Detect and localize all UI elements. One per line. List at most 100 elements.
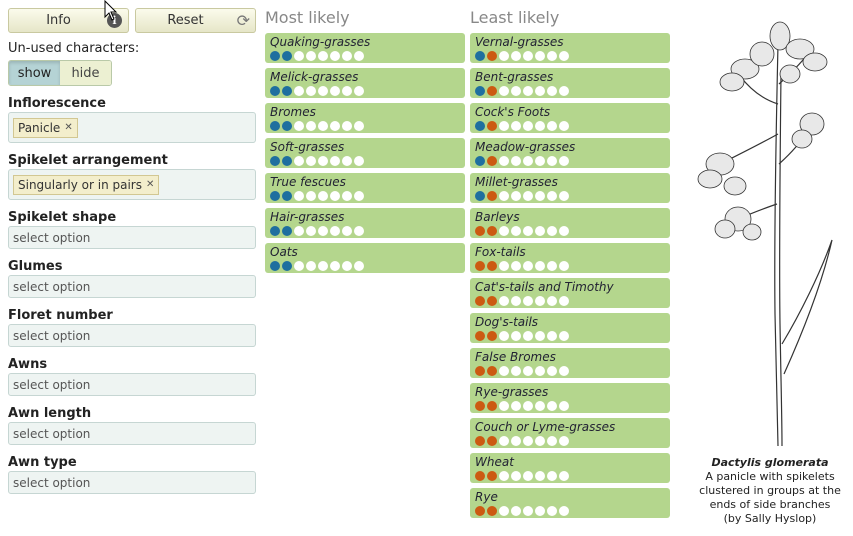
top-buttons: Info i Reset ⟳ [8, 8, 256, 33]
show-button[interactable]: show [9, 61, 60, 85]
match-dot [499, 191, 509, 201]
match-dot [354, 86, 364, 96]
match-dot [330, 86, 340, 96]
most-likely-column: Most likely Quaking-grasses Melick-grasse… [265, 8, 465, 278]
reset-button[interactable]: Reset ⟳ [135, 8, 256, 33]
result-item[interactable]: Bent-grasses [470, 68, 670, 98]
match-dot [535, 506, 545, 516]
match-dot [535, 191, 545, 201]
result-item-name: Barleys [475, 210, 520, 224]
result-item[interactable]: Wheat [470, 453, 670, 483]
hide-button[interactable]: hide [60, 61, 111, 85]
match-dot [559, 506, 569, 516]
match-dot [487, 296, 497, 306]
match-dot [559, 471, 569, 481]
result-item[interactable]: Bromes [265, 103, 465, 133]
select-placeholder: select option [13, 230, 91, 245]
result-item[interactable]: Fox-tails [470, 243, 670, 273]
match-dot [535, 366, 545, 376]
match-dot [535, 226, 545, 236]
match-dot [475, 121, 485, 131]
result-item[interactable]: Quaking-grasses [265, 33, 465, 63]
match-dot [282, 261, 292, 271]
match-dot [282, 156, 292, 166]
match-dot [499, 226, 509, 236]
match-dot [330, 51, 340, 61]
match-dot [547, 121, 557, 131]
match-dot [318, 121, 328, 131]
match-dot [475, 261, 485, 271]
result-item[interactable]: Rye-grasses [470, 383, 670, 413]
select-placeholder: select option [13, 328, 91, 343]
result-item[interactable]: Couch or Lyme-grasses [470, 418, 670, 448]
result-item[interactable]: Soft-grasses [265, 138, 465, 168]
match-dot [270, 86, 280, 96]
floret-number-select[interactable]: select option [8, 324, 256, 347]
result-item[interactable]: Barleys [470, 208, 670, 238]
match-dot [547, 191, 557, 201]
match-dot [499, 296, 509, 306]
match-dot [306, 191, 316, 201]
result-item[interactable]: Meadow-grasses [470, 138, 670, 168]
match-dots [270, 226, 460, 236]
result-item[interactable]: True fescues [265, 173, 465, 203]
match-dot [511, 86, 521, 96]
result-item-name: Rye [475, 490, 498, 504]
result-item[interactable]: Vernal-grasses [470, 33, 670, 63]
match-dot [330, 191, 340, 201]
result-item[interactable]: Cock's Foots [470, 103, 670, 133]
caption-line: A panicle with spikelets [705, 470, 835, 483]
species-name: Dactylis glomerata [711, 456, 829, 469]
spikelet-arrangement-label: Spikelet arrangement [8, 153, 168, 168]
result-item[interactable]: Cat's-tails and Timothy [470, 278, 670, 308]
match-dot [523, 156, 533, 166]
match-dot [342, 86, 352, 96]
result-item[interactable]: Dog's-tails [470, 313, 670, 343]
remove-chip-icon[interactable]: ✕ [64, 122, 73, 133]
match-dots [475, 296, 665, 306]
awns-select[interactable]: select option [8, 373, 256, 396]
result-item[interactable]: Hair-grasses [265, 208, 465, 238]
match-dot [535, 121, 545, 131]
result-item[interactable]: Melick-grasses [265, 68, 465, 98]
match-dot [499, 261, 509, 271]
match-dot [499, 401, 509, 411]
match-dot [475, 506, 485, 516]
match-dot [354, 261, 364, 271]
match-dots [475, 331, 665, 341]
match-dot [559, 261, 569, 271]
inflorescence-select[interactable]: Panicle ✕ [8, 112, 256, 143]
result-item[interactable]: Oats [265, 243, 465, 273]
match-dot [523, 366, 533, 376]
result-item[interactable]: Rye [470, 488, 670, 518]
awn-type-select[interactable]: select option [8, 471, 256, 494]
match-dots [475, 226, 665, 236]
result-item[interactable]: False Bromes [470, 348, 670, 378]
match-dot [511, 121, 521, 131]
awn-length-select[interactable]: select option [8, 422, 256, 445]
match-dot [318, 261, 328, 271]
match-dot [523, 191, 533, 201]
match-dot [487, 436, 497, 446]
spikelet-arrangement-select[interactable]: Singularly or in pairs ✕ [8, 169, 256, 200]
illustration-caption: Dactylis glomerata A panicle with spikel… [690, 456, 850, 526]
result-item-name: Wheat [475, 455, 514, 469]
spikelet-shape-select[interactable]: select option [8, 226, 256, 249]
glumes-select[interactable]: select option [8, 275, 256, 298]
match-dot [511, 226, 521, 236]
result-item[interactable]: Millet-grasses [470, 173, 670, 203]
match-dot [270, 261, 280, 271]
most-likely-list: Quaking-grasses Melick-grasses Bromes Soft-… [265, 33, 465, 273]
mouse-cursor-icon [104, 0, 118, 21]
match-dot [342, 191, 352, 201]
match-dot [523, 471, 533, 481]
match-dot [487, 401, 497, 411]
match-dot [511, 366, 521, 376]
match-dot [559, 156, 569, 166]
match-dot [282, 191, 292, 201]
result-item-name: Soft-grasses [270, 140, 345, 154]
remove-chip-icon[interactable]: ✕ [145, 179, 155, 190]
match-dot [487, 331, 497, 341]
match-dot [523, 506, 533, 516]
match-dot [270, 191, 280, 201]
